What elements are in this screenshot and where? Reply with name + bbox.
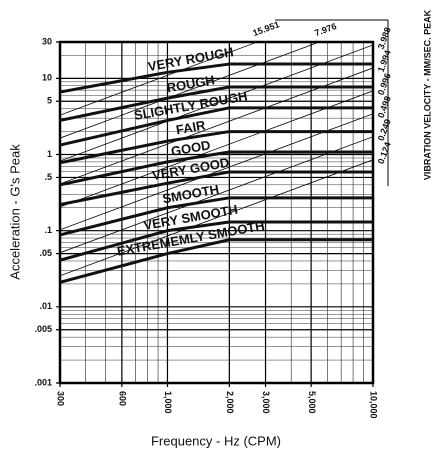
velocity-line: [60, 90, 373, 208]
y-tick-label: .005: [34, 324, 52, 334]
x-tick-label: 10,000: [369, 391, 379, 419]
velocity-line: [60, 42, 259, 116]
curve-label: GOOD: [170, 137, 212, 159]
x-axis-title: Frequency - Hz (CPM): [151, 433, 281, 448]
velocity-line: [60, 113, 373, 231]
velocity-line: [60, 42, 321, 139]
y-tick-label: .001: [34, 377, 52, 387]
y-tick-label: 5: [47, 96, 52, 106]
y2-axis-title: VIBRATION VELOCITY - MM/SEC. PEAK: [422, 9, 432, 180]
severity-curve: [59, 238, 373, 284]
severity-curve: [59, 106, 373, 147]
y-tick-label: .05: [39, 248, 52, 258]
severity-curve: [59, 220, 373, 262]
plot-frame: [58, 40, 375, 385]
severity-curve: [59, 85, 373, 122]
curve-label: FAIR: [175, 117, 207, 137]
x-tick-label: 300: [56, 391, 66, 406]
velocity-line: [60, 136, 373, 254]
severity-curve: [59, 150, 373, 187]
velocity-lines: [60, 42, 373, 277]
y-tick-label: .5: [44, 172, 52, 182]
x-tick-label: 2,000: [225, 391, 235, 414]
y-tick-label: .1: [44, 225, 52, 235]
y-tick-label: 10: [42, 73, 52, 83]
x-tick-label: 1,000: [163, 391, 173, 414]
x-tick-label: 5,000: [307, 391, 317, 414]
x-tick-label: 600: [117, 391, 127, 406]
y-tick-label: 1: [47, 149, 52, 159]
y-tick-label: 30: [42, 36, 52, 46]
velocity-line: [60, 159, 373, 277]
severity-curve: [59, 62, 373, 94]
severity-curve: [59, 196, 373, 237]
severity-curve: [59, 130, 373, 165]
y-tick-label: .01: [39, 301, 52, 311]
severity-curve: [59, 170, 373, 207]
y-axis-title: Acceleration - G's Peak: [7, 144, 22, 280]
x-tick-label: 3,000: [261, 391, 271, 414]
